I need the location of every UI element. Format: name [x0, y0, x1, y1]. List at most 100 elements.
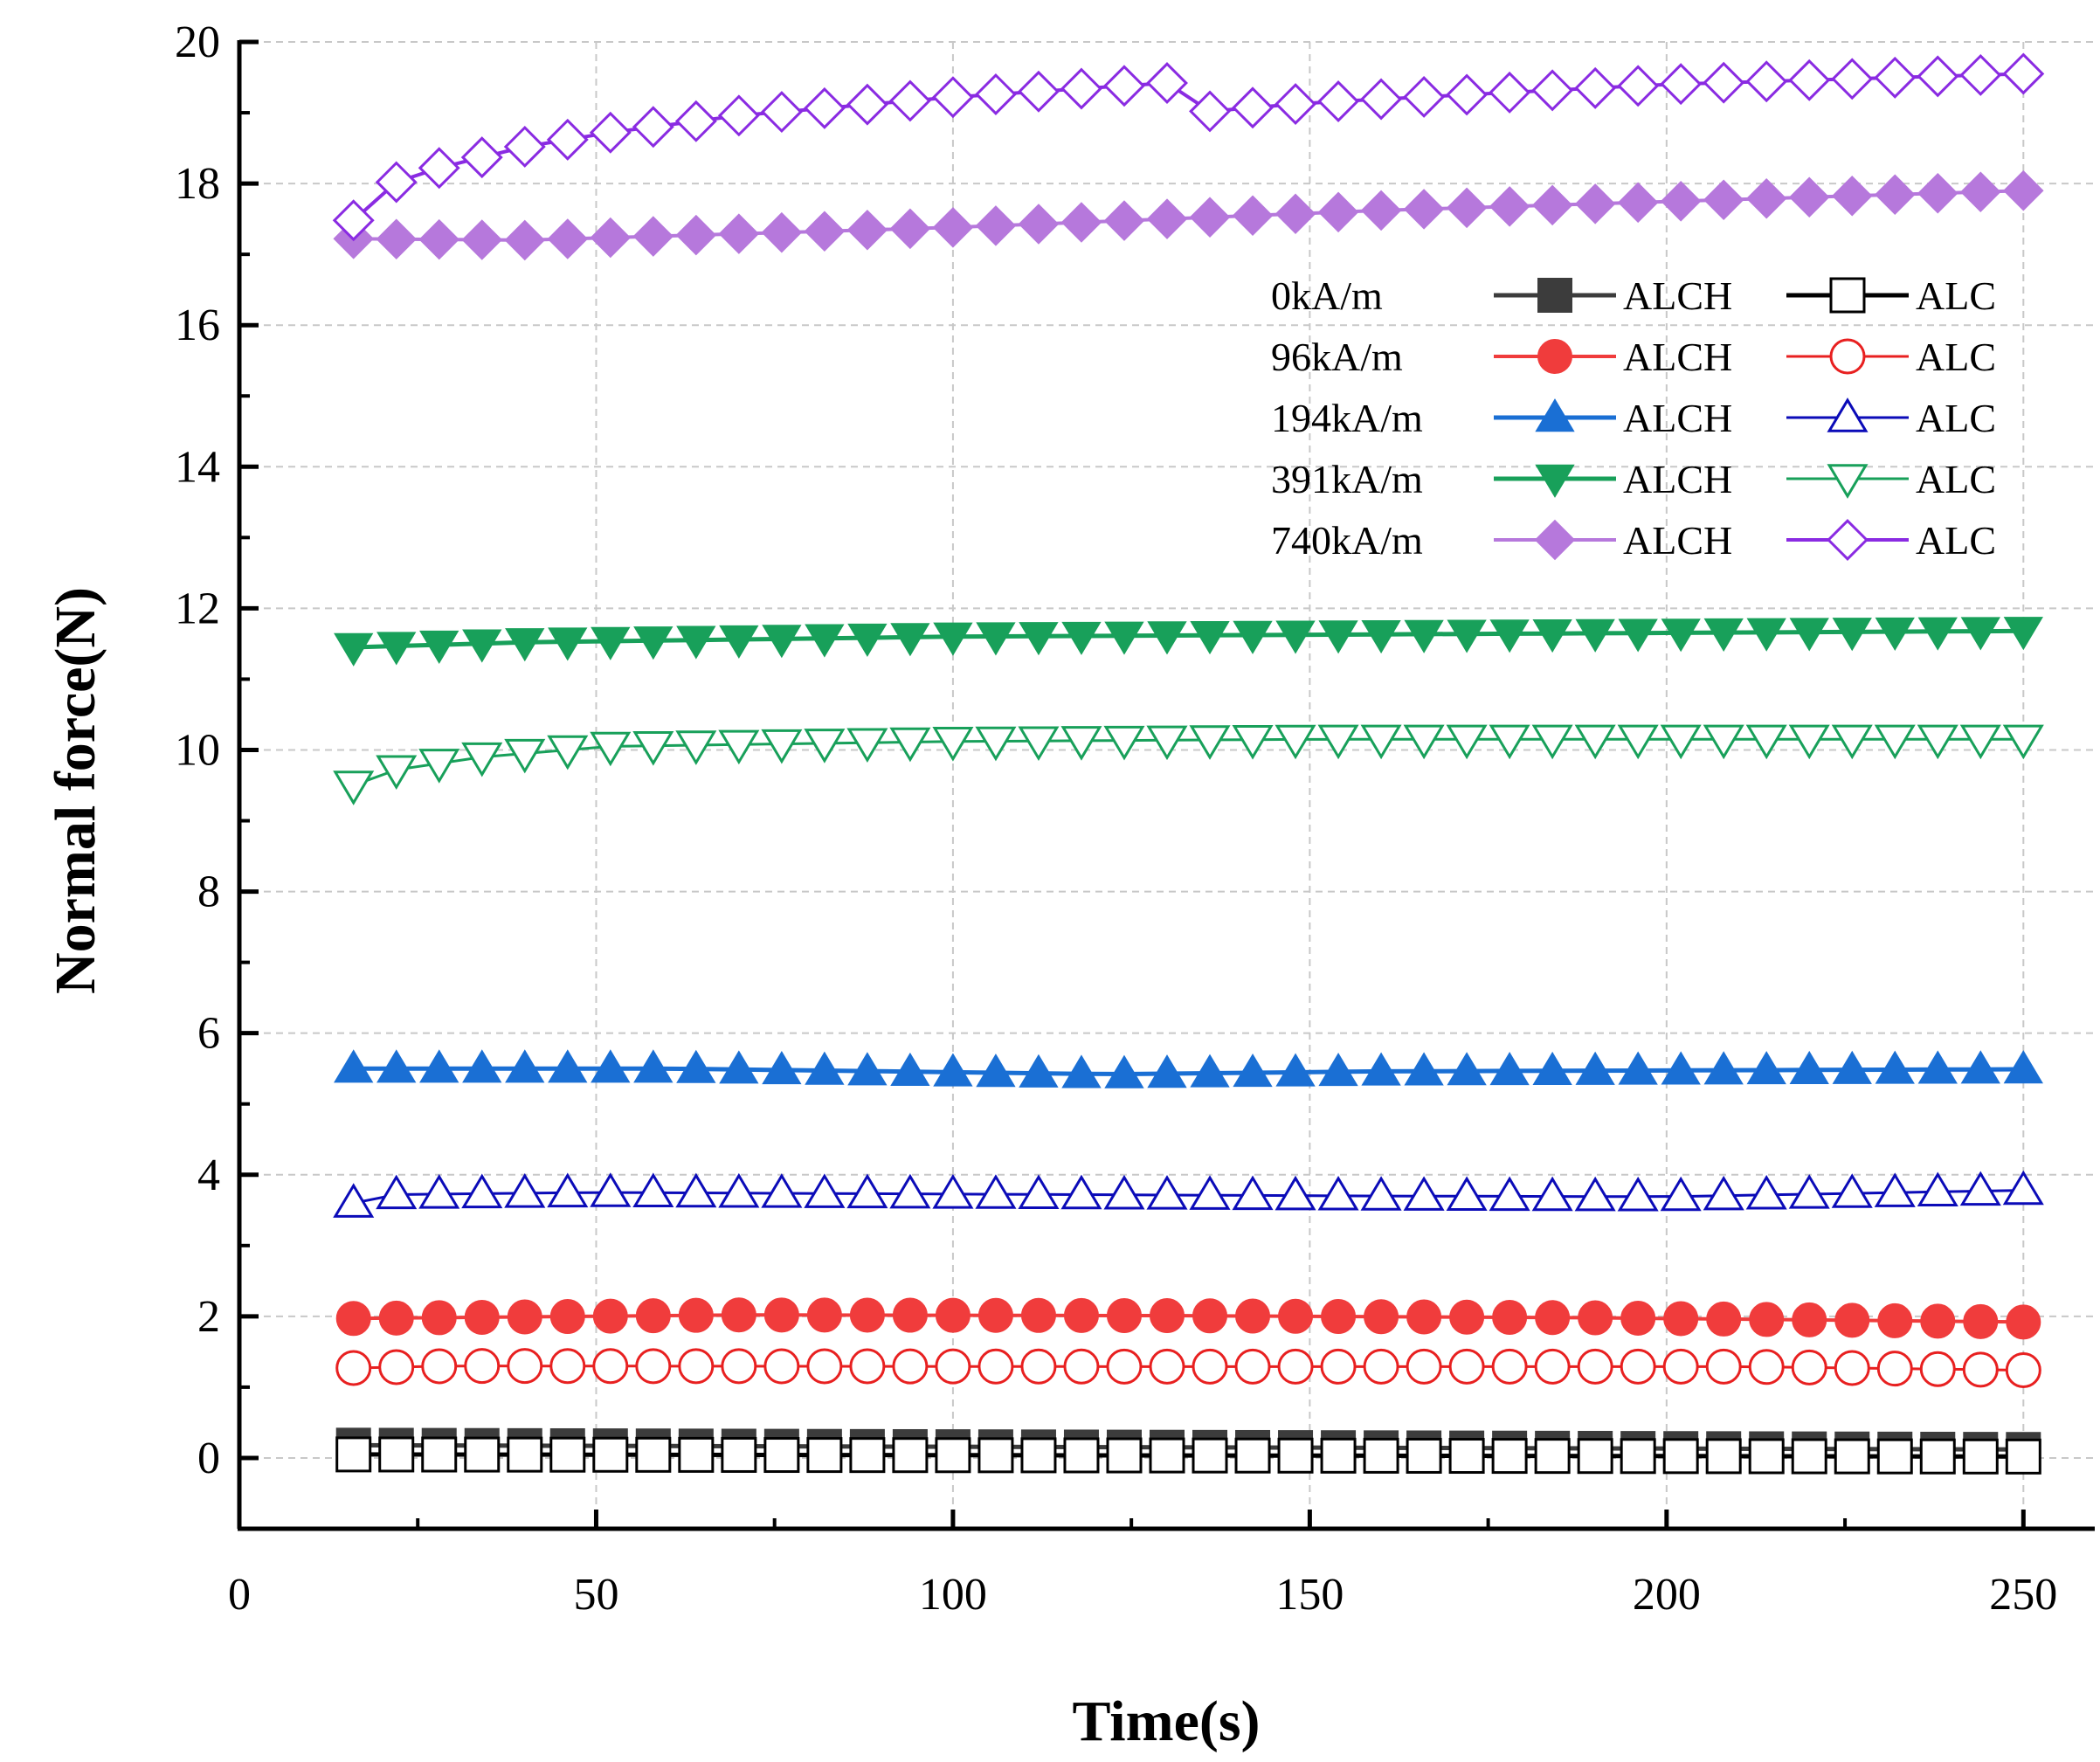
- data-point: [635, 1298, 671, 1334]
- legend-marker: [1827, 464, 1869, 499]
- data-point: [375, 161, 418, 204]
- data-point: [803, 86, 846, 129]
- data-point: [1489, 724, 1530, 760]
- data-point: [1534, 1348, 1571, 1385]
- data-point: [1531, 724, 1573, 760]
- data-point: [1663, 1301, 1699, 1337]
- data-point: [1320, 1437, 1357, 1474]
- data-point: [1146, 725, 1188, 761]
- data-point: [504, 219, 546, 261]
- data-point: [1706, 1301, 1742, 1337]
- legend-series-label: ALC: [1916, 396, 1996, 440]
- data-point: [674, 100, 717, 142]
- data-point: [1748, 1349, 1785, 1385]
- series-layer: [332, 52, 2045, 1475]
- data-point: [1577, 1348, 1613, 1385]
- data-point: [1660, 63, 1703, 106]
- data-point: [1703, 1051, 1744, 1085]
- data-point: [974, 73, 1017, 115]
- data-point: [1104, 621, 1144, 655]
- data-point: [1618, 1051, 1658, 1085]
- data-point: [1232, 195, 1274, 236]
- legend-series-label: ALCH: [1623, 457, 1732, 501]
- data-point: [676, 1049, 716, 1083]
- data-point: [1189, 725, 1231, 760]
- legend-marker: [1535, 464, 1575, 498]
- data-point: [1832, 1050, 1872, 1084]
- data-point: [1789, 1050, 1829, 1085]
- legend-row: 391kA/m ALCH ALC: [1271, 457, 1996, 501]
- data-point: [1060, 1174, 1102, 1210]
- data-point: [592, 1348, 629, 1385]
- y-tick-label: 20: [175, 17, 220, 67]
- data-point: [1834, 1438, 1870, 1475]
- data-point: [849, 1437, 886, 1474]
- data-point: [1363, 1437, 1399, 1474]
- data-point: [1404, 619, 1444, 653]
- data-point: [2005, 1438, 2041, 1475]
- y-axis-title: Normal force(N): [44, 587, 107, 994]
- legend-group-label: 740kA/m: [1271, 518, 1423, 563]
- x-tick-label: 50: [573, 1570, 618, 1620]
- series-line: [353, 737, 2024, 787]
- data-point: [1874, 56, 1917, 99]
- legend-row: 96kA/m ALCH ALC: [1271, 335, 1996, 379]
- data-point: [1791, 1438, 1827, 1475]
- data-point: [1578, 1300, 1613, 1336]
- data-point: [1874, 174, 1916, 216]
- data-point: [1617, 182, 1659, 224]
- data-point: [1317, 80, 1360, 122]
- data-point: [507, 1348, 543, 1385]
- data-point: [1874, 724, 1916, 760]
- data-point: [1063, 1297, 1099, 1333]
- data-point: [1018, 726, 1060, 762]
- data-point: [1403, 724, 1445, 760]
- data-point: [505, 1049, 545, 1083]
- series-391kam-alch: [334, 617, 2043, 667]
- data-point: [590, 217, 632, 259]
- data-point: [1189, 1175, 1231, 1210]
- data-point: [505, 628, 545, 662]
- data-point: [976, 1054, 1016, 1088]
- data-point: [1876, 1351, 1913, 1387]
- data-point: [1192, 1437, 1228, 1474]
- data-point: [2006, 1304, 2041, 1340]
- data-point: [1662, 1348, 1699, 1385]
- data-point: [2005, 1351, 2041, 1388]
- data-point: [678, 1348, 715, 1385]
- data-point: [333, 1183, 375, 1218]
- data-point: [675, 214, 717, 256]
- legend-series-label: ALC: [1916, 457, 1996, 501]
- data-point: [1275, 193, 1316, 235]
- data-point: [589, 111, 632, 154]
- data-point: [719, 1050, 759, 1084]
- legend-marker: [1827, 397, 1869, 432]
- data-point: [1103, 1174, 1145, 1210]
- data-point: [1917, 1171, 1958, 1207]
- data-point: [546, 118, 589, 161]
- data-point: [1959, 53, 2002, 96]
- data-point: [676, 625, 716, 660]
- grid-lines: [239, 41, 2095, 1529]
- data-point: [1575, 618, 1615, 653]
- data-point: [892, 1297, 928, 1333]
- data-point: [1705, 1348, 1742, 1385]
- legend-group-label: 391kA/m: [1271, 457, 1423, 501]
- data-point: [1318, 1053, 1358, 1087]
- data-point: [1746, 1051, 1786, 1085]
- data-point: [763, 1437, 800, 1474]
- data-point: [1617, 1176, 1659, 1212]
- data-point: [418, 218, 460, 260]
- data-point: [1406, 1299, 1442, 1335]
- data-point: [464, 1299, 500, 1335]
- y-tick-label: 18: [175, 159, 220, 209]
- data-point: [378, 1300, 414, 1336]
- data-point: [1019, 622, 1059, 656]
- data-point: [1063, 1437, 1100, 1474]
- data-point: [761, 211, 803, 253]
- data-point: [1489, 1176, 1530, 1212]
- data-point: [1106, 1348, 1143, 1385]
- data-point: [804, 211, 846, 252]
- data-point: [762, 625, 802, 659]
